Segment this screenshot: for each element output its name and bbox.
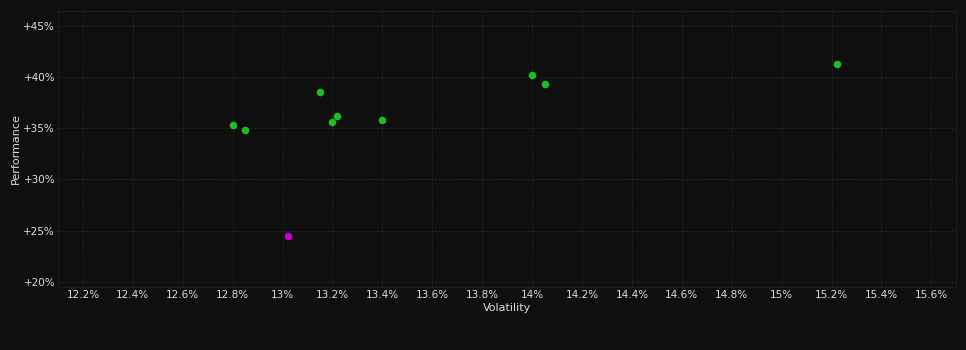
Point — [829, 61, 844, 66]
Point — [375, 117, 390, 123]
Point — [525, 72, 540, 78]
Point — [325, 119, 340, 125]
Point — [238, 127, 253, 133]
Y-axis label: Performance: Performance — [11, 113, 20, 184]
Point — [280, 233, 296, 239]
Point — [225, 122, 241, 128]
Point — [329, 113, 345, 119]
Point — [312, 90, 327, 95]
X-axis label: Volatility: Volatility — [483, 302, 531, 313]
Point — [537, 82, 553, 87]
